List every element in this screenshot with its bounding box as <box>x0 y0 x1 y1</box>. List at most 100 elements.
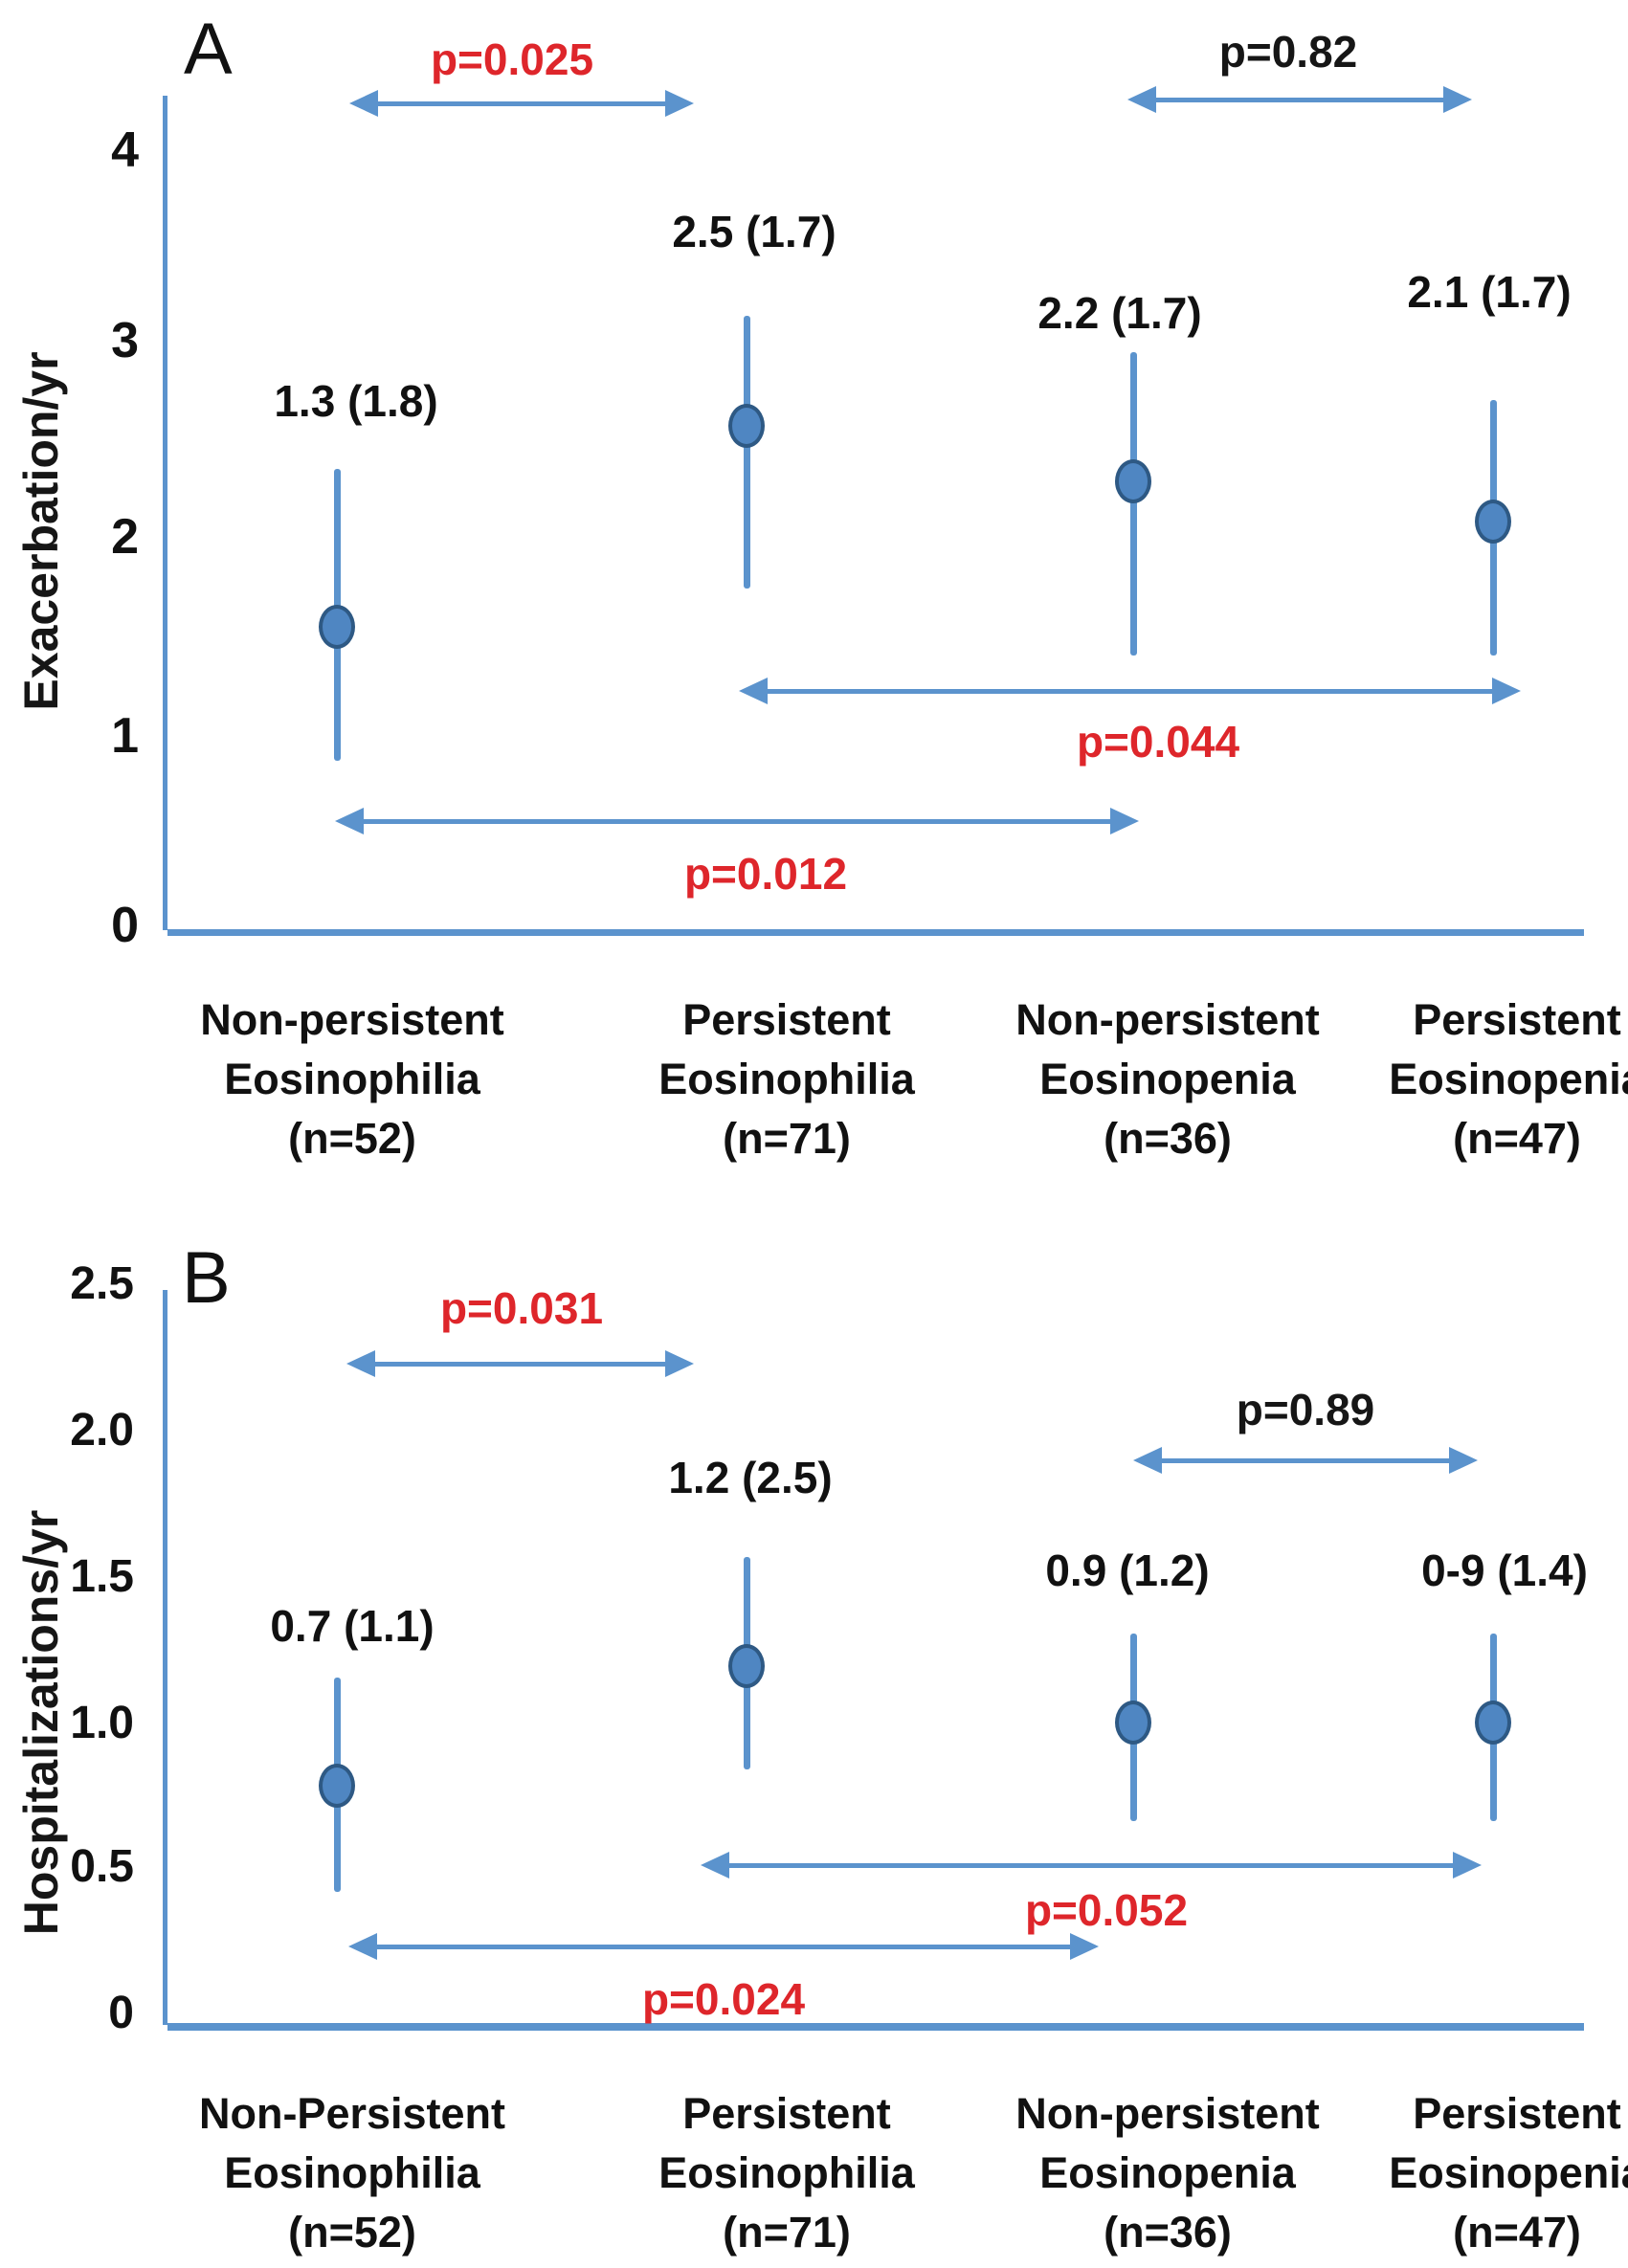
significance-arrow-a4 <box>335 804 1139 838</box>
significance-arrow-b1 <box>346 1346 694 1381</box>
significance-arrow-b2 <box>1133 1443 1478 1478</box>
arrowhead-right-icon <box>1453 1852 1482 1879</box>
category-line: (n=47) <box>1453 1114 1581 1163</box>
panel-a-pvalue-1: p=0.025 <box>430 34 594 84</box>
category-line: Non-persistent <box>200 995 504 1044</box>
panel-a-pvalue-4: p=0.012 <box>683 849 848 899</box>
category-label: Persistent Eosinophilia (n=71) <box>567 2084 1007 2262</box>
category-line: (n=36) <box>1104 2208 1232 2257</box>
arrowhead-right-icon <box>665 90 694 117</box>
category-label: Non-persistent Eosinophilia (n=52) <box>132 990 572 1168</box>
panel-a-ytick-0: 0 <box>111 898 139 953</box>
category-line: Persistent <box>682 995 891 1044</box>
arrowhead-right-icon <box>1070 1933 1099 1960</box>
category-line: Eosinophilia <box>224 2148 480 2197</box>
category-label: Non-persistent Eosinopenia (n=36) <box>948 990 1388 1168</box>
data-point-marker <box>1115 1701 1151 1745</box>
category-line: Non-Persistent <box>198 2089 506 2138</box>
arrow-shaft <box>364 1945 1083 1949</box>
category-label: Persistent Eosinophilia (n=71) <box>567 990 1007 1168</box>
category-line: Persistent <box>1413 2089 1621 2138</box>
category-line: Eosinopenia <box>1389 2148 1628 2197</box>
value-label: 0.7 (1.1) <box>270 1601 435 1651</box>
category-line: Eosinopenia <box>1039 1055 1296 1103</box>
panel-a-pvalue-2: p=0.82 <box>1218 27 1358 77</box>
value-label: 1.3 (1.8) <box>274 376 438 426</box>
arrow-shaft <box>362 1362 679 1367</box>
significance-arrow-b4 <box>348 1929 1099 1964</box>
category-line: Non-persistent <box>1015 2089 1320 2138</box>
panel-b-pvalue-3: p=0.052 <box>1024 1885 1189 1935</box>
arrowhead-right-icon <box>1492 678 1521 704</box>
data-point-marker <box>1475 1701 1511 1745</box>
panel-b-ytick-0: 0 <box>108 1988 134 2038</box>
category-line: (n=47) <box>1453 2208 1581 2257</box>
arrow-shaft <box>754 689 1505 694</box>
arrowhead-right-icon <box>1443 86 1472 113</box>
panel-a-ytick-1: 1 <box>111 708 139 764</box>
data-point-marker <box>319 605 355 649</box>
value-label: 2.2 (1.7) <box>1037 288 1202 338</box>
panel-b-ytick-2-5: 2.5 <box>70 1258 134 1309</box>
category-line: Non-persistent <box>1015 995 1320 1044</box>
error-bar <box>744 316 750 589</box>
panel-a-letter: A <box>184 9 233 90</box>
panel-a-ytick-2: 2 <box>111 509 139 565</box>
category-line: Persistent <box>1413 995 1621 1044</box>
panel-a-ytick-4: 4 <box>111 122 139 178</box>
panel-b-pvalue-4: p=0.024 <box>641 1974 806 2024</box>
category-line: Eosinopenia <box>1389 1055 1628 1103</box>
data-point-marker <box>1115 459 1151 503</box>
category-label: Non-persistent Eosinopenia (n=36) <box>948 2084 1388 2262</box>
value-label: 1.2 (2.5) <box>668 1453 833 1502</box>
significance-arrow-b3 <box>701 1848 1482 1882</box>
category-label: Persistent Eosinopenia (n=47) <box>1297 2084 1628 2262</box>
significance-arrow-a2 <box>1127 82 1472 117</box>
category-line: (n=52) <box>288 1114 416 1163</box>
category-label: Persistent Eosinopenia (n=47) <box>1297 990 1628 1168</box>
category-line: Eosinophilia <box>658 2148 915 2197</box>
error-bar <box>1130 352 1137 656</box>
arrowhead-right-icon <box>1449 1447 1478 1474</box>
category-line: (n=71) <box>723 2208 851 2257</box>
category-label: Non-Persistent Eosinophilia (n=52) <box>132 2084 572 2262</box>
panel-b-ytick-1-0: 1.0 <box>70 1698 134 1748</box>
category-line: Eosinopenia <box>1039 2148 1296 2197</box>
panel-b-letter: B <box>182 1237 231 1319</box>
arrow-shaft <box>1143 98 1457 102</box>
data-point-marker <box>728 1644 765 1688</box>
panel-b-pvalue-2: p=0.89 <box>1236 1385 1375 1434</box>
data-point-marker <box>728 404 765 448</box>
value-label: 2.1 (1.7) <box>1407 267 1572 317</box>
arrow-shaft <box>365 101 679 106</box>
value-label: 2.5 (1.7) <box>672 207 836 256</box>
panel-a-x-axis-line <box>167 929 1584 936</box>
data-point-marker <box>319 1764 355 1808</box>
category-line: Eosinophilia <box>224 1055 480 1103</box>
category-line: Eosinophilia <box>658 1055 915 1103</box>
arrow-shaft <box>350 819 1124 824</box>
category-line: (n=71) <box>723 1114 851 1163</box>
arrow-shaft <box>716 1863 1466 1868</box>
panel-b-y-axis-line <box>163 1290 167 2025</box>
panel-a-ytick-3: 3 <box>111 313 139 368</box>
category-line: Persistent <box>682 2089 891 2138</box>
panel-b-pvalue-1: p=0.031 <box>439 1283 604 1333</box>
panel-b-ytick-0-5: 0.5 <box>70 1841 134 1892</box>
category-line: (n=36) <box>1104 1114 1232 1163</box>
category-line: (n=52) <box>288 2208 416 2257</box>
panel-b-x-axis-line <box>167 2023 1584 2031</box>
data-point-marker <box>1475 500 1511 544</box>
panel-b-ytick-2-0: 2.0 <box>70 1405 134 1456</box>
significance-arrow-a1 <box>349 86 694 121</box>
panel-a-pvalue-3: p=0.044 <box>1076 717 1240 767</box>
value-label: 0-9 (1.4) <box>1421 1545 1588 1595</box>
panel-a-y-axis-line <box>163 96 167 930</box>
significance-arrow-a3 <box>739 674 1521 708</box>
arrowhead-right-icon <box>665 1350 694 1377</box>
panel-b-ytick-1-5: 1.5 <box>70 1551 134 1602</box>
arrowhead-right-icon <box>1110 808 1139 834</box>
arrow-shaft <box>1149 1458 1462 1463</box>
value-label: 0.9 (1.2) <box>1045 1545 1210 1595</box>
